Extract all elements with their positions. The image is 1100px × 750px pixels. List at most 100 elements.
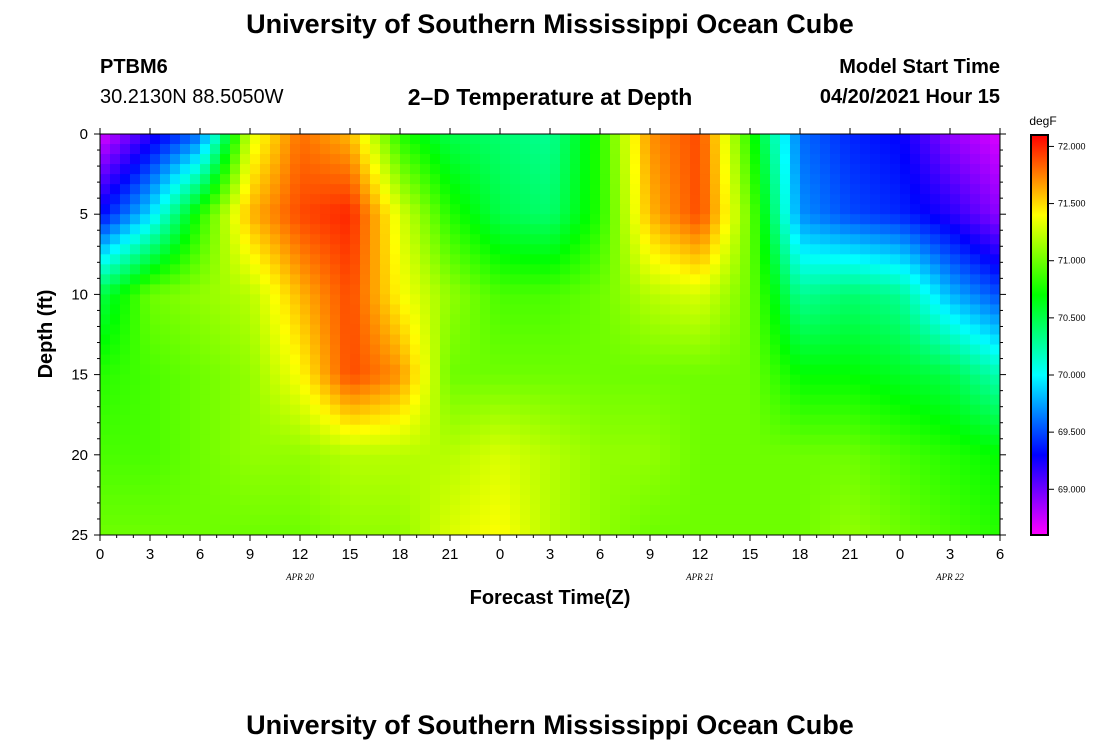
heatmap-cell <box>870 354 881 366</box>
heatmap-cell <box>230 364 241 376</box>
heatmap-cell <box>850 524 861 535</box>
heatmap-cell <box>270 464 281 476</box>
heatmap-cell <box>960 294 971 306</box>
heatmap-cell <box>920 284 931 296</box>
heatmap-cell <box>610 414 621 426</box>
heatmap-cell <box>610 204 621 215</box>
heatmap-cell <box>980 444 991 456</box>
heatmap-cell <box>670 524 681 535</box>
colorbar-tick-label: 70.500 <box>1058 313 1086 323</box>
heatmap-cell <box>560 314 571 326</box>
heatmap-cell <box>120 304 131 316</box>
heatmap-cell <box>950 184 961 195</box>
heatmap-cell <box>260 444 271 456</box>
heatmap-cell <box>170 154 181 165</box>
heatmap-cell <box>660 434 671 446</box>
heatmap-cell <box>990 254 1000 265</box>
heatmap-cell <box>770 394 781 406</box>
heatmap-cell <box>510 384 521 396</box>
heatmap-cell <box>950 254 961 265</box>
heatmap-cell <box>880 254 891 265</box>
heatmap-cell <box>500 264 511 275</box>
heatmap-cell <box>740 234 751 245</box>
heatmap-cell <box>140 164 151 175</box>
heatmap-cell <box>280 334 291 346</box>
heatmap-cell <box>840 134 851 145</box>
heatmap-cell <box>390 164 401 175</box>
heatmap-cell <box>610 254 621 265</box>
heatmap-cell <box>470 444 481 456</box>
heatmap-cell <box>120 144 131 155</box>
heatmap-cell <box>530 524 541 535</box>
heatmap-cell <box>710 384 721 396</box>
heatmap-cell <box>810 184 821 195</box>
heatmap-cell <box>920 504 931 516</box>
heatmap-cell <box>250 164 261 175</box>
heatmap-cell <box>440 134 451 145</box>
heatmap-cell <box>960 484 971 496</box>
heatmap-cell <box>420 204 431 215</box>
heatmap-cell <box>490 204 501 215</box>
heatmap-cell <box>320 474 331 486</box>
heatmap-cell <box>870 484 881 496</box>
heatmap-cell <box>960 204 971 215</box>
heatmap-cell <box>980 504 991 516</box>
heatmap-cell <box>550 464 561 476</box>
heatmap-cell <box>150 144 161 155</box>
heatmap-cell <box>380 184 391 195</box>
heatmap-cell <box>200 284 211 296</box>
heatmap-cell <box>380 174 391 185</box>
heatmap-cell <box>930 244 941 255</box>
heatmap-cell <box>640 334 651 346</box>
heatmap-cell <box>280 134 291 145</box>
heatmap-cell <box>570 164 581 175</box>
heatmap-cell <box>910 514 921 526</box>
heatmap-cell <box>920 464 931 476</box>
heatmap-cell <box>680 474 691 486</box>
heatmap-cell <box>270 414 281 426</box>
heatmap-cell <box>990 304 1000 316</box>
heatmap-cell <box>510 424 521 436</box>
heatmap-cell <box>200 484 211 496</box>
heatmap-cell <box>660 444 671 456</box>
heatmap-cell <box>770 334 781 346</box>
heatmap-cell <box>610 224 621 235</box>
heatmap-cell <box>710 194 721 205</box>
heatmap-cell <box>200 424 211 436</box>
heatmap-cell <box>390 284 401 296</box>
heatmap-cell <box>620 314 631 326</box>
heatmap-cell <box>600 424 611 436</box>
heatmap-cell <box>300 154 311 165</box>
heatmap-cell <box>740 244 751 255</box>
heatmap-cell <box>490 144 501 155</box>
heatmap-cell <box>450 234 461 245</box>
heatmap-cell <box>340 344 351 356</box>
heatmap-cell <box>520 514 531 526</box>
heatmap-cell <box>160 504 171 516</box>
heatmap-cell <box>610 274 621 285</box>
heatmap-cell <box>680 184 691 195</box>
x-tick-label: 6 <box>996 546 1004 563</box>
heatmap-cell <box>670 474 681 486</box>
heatmap-cell <box>900 254 911 265</box>
heatmap-cell <box>590 194 601 205</box>
heatmap-cell <box>870 254 881 265</box>
x-tick-label: 21 <box>842 546 859 563</box>
heatmap-cell <box>800 404 811 416</box>
heatmap-cell <box>400 194 411 205</box>
heatmap-cell <box>700 184 711 195</box>
heatmap-cell <box>540 334 551 346</box>
heatmap-cell <box>560 514 571 526</box>
heatmap-cell <box>530 304 541 316</box>
heatmap-cell <box>240 414 251 426</box>
heatmap-cell <box>620 194 631 205</box>
heatmap-cell <box>720 314 731 326</box>
heatmap-cell <box>370 374 381 386</box>
heatmap-cell <box>810 214 821 225</box>
y-tick-label: 10 <box>71 286 88 303</box>
heatmap-cell <box>160 394 171 406</box>
heatmap-cell <box>540 484 551 496</box>
heatmap-cell <box>370 414 381 426</box>
heatmap-cell <box>950 414 961 426</box>
heatmap-cell <box>260 314 271 326</box>
